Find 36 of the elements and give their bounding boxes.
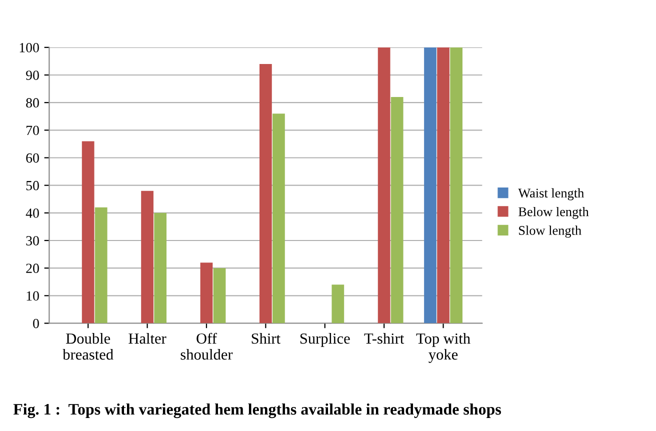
y-tick-label: 90 xyxy=(26,70,39,80)
bar xyxy=(378,47,390,324)
y-tick-label: 80 xyxy=(26,98,39,108)
y-tick-label: 60 xyxy=(26,153,39,163)
y-tick-label: 30 xyxy=(26,236,39,246)
bar xyxy=(272,114,285,324)
bar xyxy=(424,47,436,324)
y-tick-label: 10 xyxy=(26,291,39,301)
bar xyxy=(259,64,272,324)
bar xyxy=(141,190,154,324)
bar xyxy=(390,97,404,324)
bar xyxy=(450,47,462,324)
text: Fig. 1 : Tops with variegated hem lengths available in readymade shops xyxy=(13,403,501,418)
y-tick-label: 70 xyxy=(26,126,39,136)
x-tick-label: Halter xyxy=(128,332,166,344)
bar xyxy=(200,262,213,324)
x-tick-label: Off shoulder xyxy=(180,332,233,360)
y-tick-label: 50 xyxy=(26,180,39,190)
bar xyxy=(94,207,108,324)
bar xyxy=(154,212,166,324)
x-tick-label: Double breasted xyxy=(62,332,114,360)
bar xyxy=(437,47,450,324)
bar xyxy=(332,284,344,324)
legend-label: Below length xyxy=(518,206,589,219)
legend-label: Waist length xyxy=(518,188,584,200)
bar xyxy=(213,268,226,324)
x-tick-label: Shirt xyxy=(252,332,280,344)
bar xyxy=(82,141,94,324)
legend-label: Slow length xyxy=(519,226,582,238)
y-tick-label: 0 xyxy=(33,318,39,328)
x-tick-label: Surplice xyxy=(300,332,350,347)
y-tick-label: 40 xyxy=(26,208,39,218)
x-tick-label: T-shirt xyxy=(364,332,404,344)
x-tick-label: Top with yoke xyxy=(416,332,470,363)
y-tick-label: 20 xyxy=(26,264,39,274)
y-tick-label: 100 xyxy=(20,42,39,52)
